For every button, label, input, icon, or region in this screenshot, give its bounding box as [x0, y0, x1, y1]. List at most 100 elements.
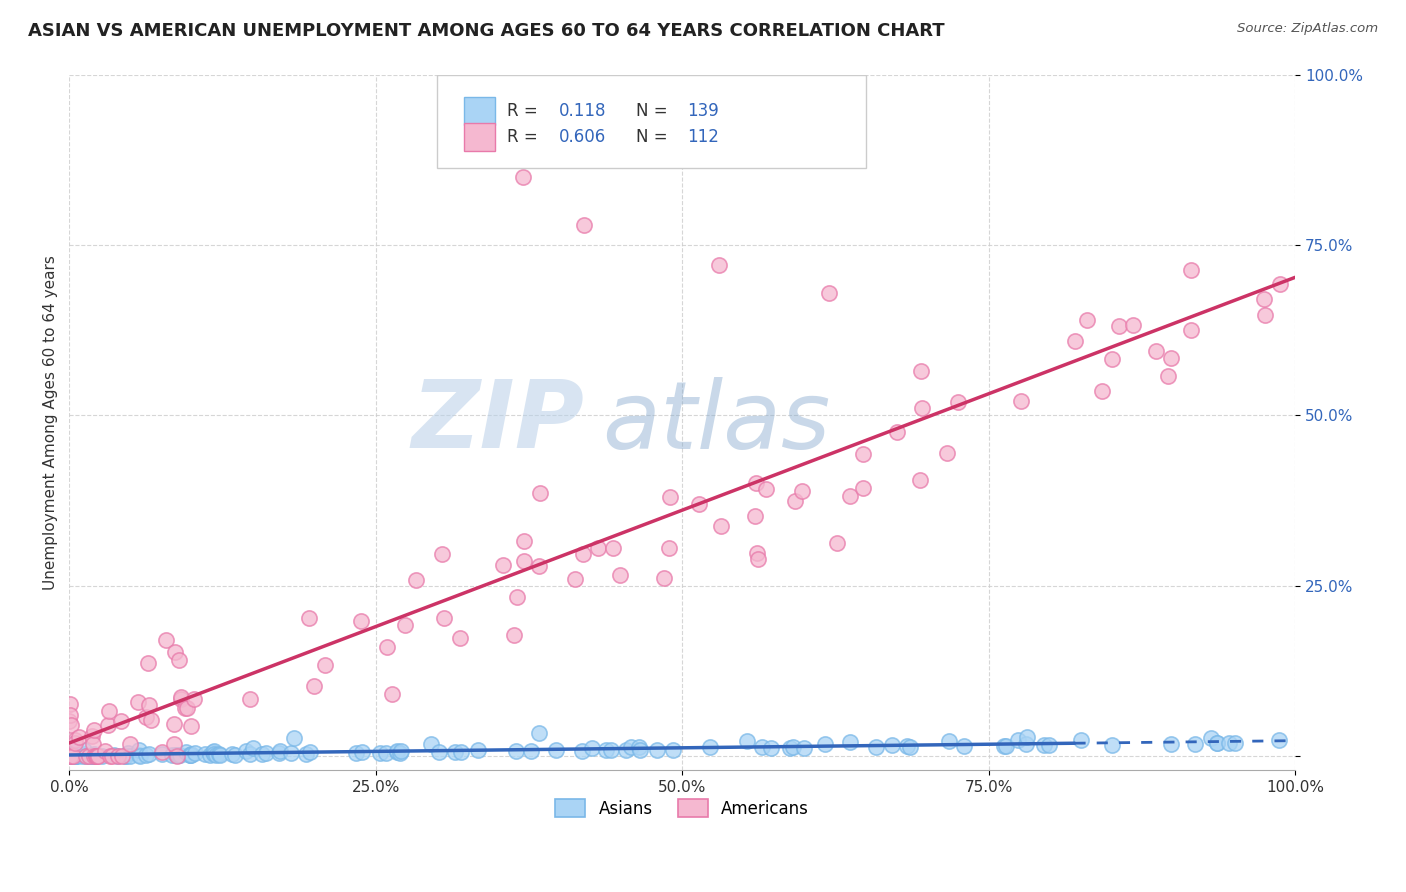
Point	[59, 749, 82, 764]
Point	[993, 739, 1015, 753]
Point	[467, 743, 489, 757]
Point	[235, 744, 257, 758]
Point	[1160, 737, 1182, 751]
Point	[793, 741, 815, 756]
Point	[111, 749, 134, 764]
Point	[101, 749, 124, 764]
FancyBboxPatch shape	[464, 123, 495, 151]
Point	[80, 748, 103, 763]
Point	[59, 747, 82, 762]
Point	[938, 734, 960, 748]
Point	[911, 401, 934, 415]
Point	[84, 749, 107, 764]
Text: R =: R =	[508, 128, 537, 146]
Point	[298, 745, 321, 759]
Point	[405, 573, 427, 587]
Point	[194, 747, 217, 761]
Point	[790, 483, 813, 498]
Point	[242, 741, 264, 756]
FancyBboxPatch shape	[437, 75, 866, 169]
Point	[785, 494, 807, 508]
Point	[527, 726, 550, 740]
Point	[1076, 313, 1098, 327]
Point	[63, 749, 86, 764]
Point	[818, 285, 841, 300]
Point	[375, 746, 398, 760]
Point	[852, 447, 875, 461]
Y-axis label: Unemployment Among Ages 60 to 64 years: Unemployment Among Ages 60 to 64 years	[44, 255, 58, 590]
Point	[1199, 731, 1222, 745]
Point	[385, 744, 408, 758]
Point	[166, 748, 188, 763]
Text: ZIP: ZIP	[411, 376, 583, 468]
Point	[344, 746, 367, 760]
Point	[1038, 738, 1060, 752]
Point	[128, 743, 150, 757]
Text: N =: N =	[636, 102, 668, 120]
Point	[627, 740, 650, 755]
Point	[120, 737, 142, 751]
Point	[169, 690, 191, 704]
Point	[1225, 736, 1247, 750]
Legend: Asians, Americans: Asians, Americans	[548, 793, 815, 824]
Point	[1184, 737, 1206, 751]
Point	[83, 723, 105, 738]
Point	[202, 744, 225, 758]
Point	[166, 748, 188, 763]
Point	[745, 475, 768, 490]
Point	[1254, 308, 1277, 322]
Point	[1122, 318, 1144, 332]
Point	[269, 744, 291, 758]
Point	[654, 571, 676, 585]
Point	[72, 747, 94, 762]
Point	[779, 741, 801, 756]
Point	[63, 749, 86, 764]
Point	[90, 749, 112, 764]
Point	[1160, 351, 1182, 366]
Point	[352, 745, 374, 759]
Point	[136, 656, 159, 670]
Point	[572, 218, 595, 232]
Point	[86, 749, 108, 764]
Point	[1253, 292, 1275, 306]
Text: Source: ZipAtlas.com: Source: ZipAtlas.com	[1237, 22, 1378, 36]
Point	[302, 679, 325, 693]
Point	[138, 747, 160, 761]
Point	[166, 748, 188, 763]
Point	[179, 747, 201, 762]
Point	[852, 481, 875, 495]
Point	[505, 744, 527, 758]
Point	[449, 631, 471, 645]
Point	[184, 746, 207, 760]
Point	[865, 740, 887, 755]
Point	[59, 749, 82, 764]
FancyBboxPatch shape	[464, 96, 495, 125]
Point	[58, 749, 80, 764]
Point	[60, 737, 83, 751]
Point	[506, 590, 529, 604]
Point	[208, 747, 231, 761]
Point	[744, 508, 766, 523]
Point	[166, 749, 188, 764]
Point	[58, 747, 80, 762]
Point	[368, 746, 391, 760]
Point	[169, 692, 191, 706]
Point	[180, 747, 202, 762]
Point	[420, 737, 443, 751]
Point	[886, 425, 908, 440]
Point	[512, 169, 534, 184]
Point	[513, 534, 536, 549]
Point	[295, 747, 318, 761]
Point	[209, 747, 232, 762]
Point	[162, 747, 184, 762]
Point	[602, 541, 624, 555]
Point	[755, 482, 778, 496]
Point	[254, 746, 277, 760]
Point	[176, 700, 198, 714]
Point	[83, 747, 105, 761]
Point	[896, 739, 918, 753]
Point	[385, 745, 408, 759]
Point	[908, 473, 931, 487]
Point	[82, 737, 104, 751]
Point	[586, 541, 609, 555]
